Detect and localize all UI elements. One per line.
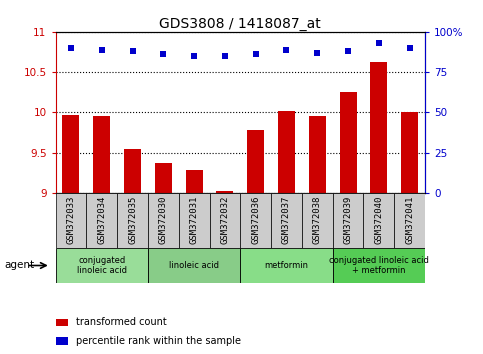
Point: [406, 45, 413, 51]
Text: metformin: metformin: [265, 261, 309, 270]
Bar: [216, 190, 233, 193]
Text: GSM372034: GSM372034: [97, 196, 106, 244]
Bar: [124, 149, 141, 193]
Bar: [56, 193, 86, 248]
Point: [375, 40, 383, 46]
Point: [313, 50, 321, 56]
Bar: [86, 193, 117, 248]
Text: GSM372030: GSM372030: [159, 196, 168, 244]
Bar: [93, 116, 110, 193]
Bar: [56, 319, 69, 326]
Bar: [333, 248, 425, 283]
Bar: [179, 193, 210, 248]
Text: GSM372039: GSM372039: [343, 196, 353, 244]
Text: GSM372041: GSM372041: [405, 196, 414, 244]
Bar: [240, 193, 271, 248]
Text: GSM372033: GSM372033: [67, 196, 75, 244]
Text: GSM372037: GSM372037: [282, 196, 291, 244]
Bar: [309, 116, 326, 193]
Bar: [247, 130, 264, 193]
Point: [67, 45, 75, 51]
Text: linoleic acid: linoleic acid: [169, 261, 219, 270]
Bar: [62, 115, 79, 193]
Bar: [302, 193, 333, 248]
Text: conjugated
linoleic acid: conjugated linoleic acid: [77, 256, 127, 275]
Text: transformed count: transformed count: [76, 318, 167, 327]
Bar: [340, 92, 356, 193]
Text: agent: agent: [5, 261, 35, 270]
Bar: [210, 193, 240, 248]
Text: conjugated linoleic acid
+ metformin: conjugated linoleic acid + metformin: [329, 256, 429, 275]
Bar: [364, 193, 394, 248]
Text: GSM372035: GSM372035: [128, 196, 137, 244]
Point: [98, 47, 106, 52]
Bar: [278, 111, 295, 193]
Bar: [148, 248, 241, 283]
Bar: [394, 193, 425, 248]
Text: GSM372038: GSM372038: [313, 196, 322, 244]
Bar: [148, 193, 179, 248]
Bar: [56, 248, 148, 283]
Point: [190, 53, 198, 59]
Bar: [155, 163, 172, 193]
Point: [283, 47, 290, 52]
Point: [159, 52, 167, 57]
Title: GDS3808 / 1418087_at: GDS3808 / 1418087_at: [159, 17, 321, 31]
Point: [344, 48, 352, 54]
Text: percentile rank within the sample: percentile rank within the sample: [76, 336, 241, 346]
Bar: [56, 337, 69, 345]
Point: [221, 53, 229, 59]
Bar: [117, 193, 148, 248]
Bar: [271, 193, 302, 248]
Bar: [370, 62, 387, 193]
Text: GSM372032: GSM372032: [220, 196, 229, 244]
Bar: [240, 248, 333, 283]
Bar: [401, 112, 418, 193]
Text: GSM372031: GSM372031: [190, 196, 199, 244]
Bar: [333, 193, 364, 248]
Text: GSM372040: GSM372040: [374, 196, 384, 244]
Text: GSM372036: GSM372036: [251, 196, 260, 244]
Point: [128, 48, 136, 54]
Point: [252, 52, 259, 57]
Bar: [185, 170, 202, 193]
